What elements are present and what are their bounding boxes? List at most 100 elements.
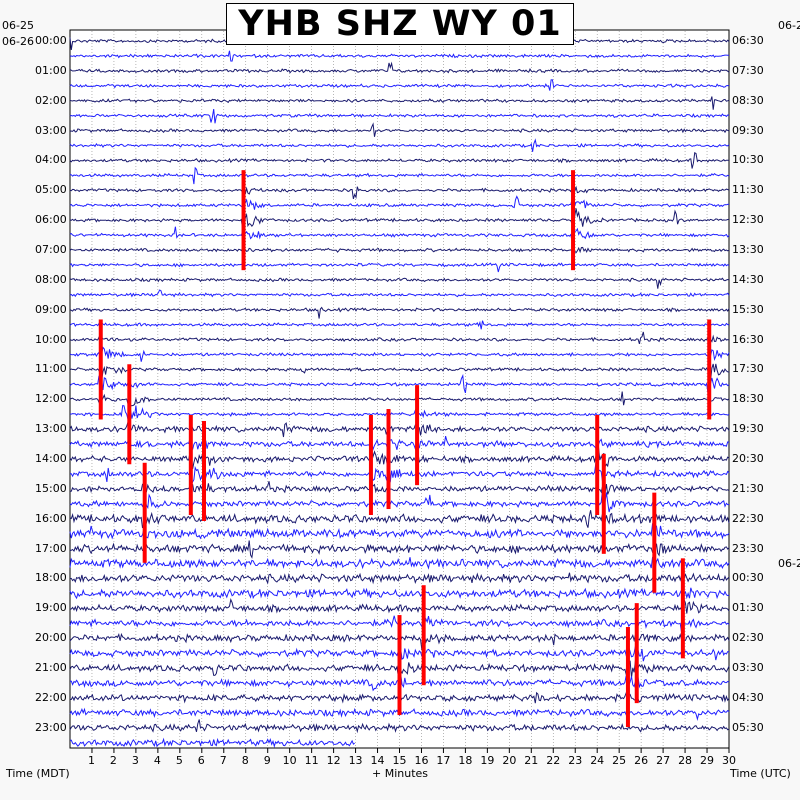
trace-line [70, 481, 730, 495]
left-date-main: 06-26 [2, 35, 34, 48]
event-marker [625, 627, 630, 728]
x-tick-label: 18 [458, 754, 473, 767]
x-tick-label: 11 [304, 754, 319, 767]
event-marker [415, 385, 420, 486]
left-hour-label: 15:00 [35, 481, 67, 495]
trace-line [69, 289, 730, 298]
right-hour-label: 05:30 [732, 720, 764, 734]
left-hour-label: 05:00 [35, 183, 67, 197]
trace-line [69, 597, 730, 614]
trace-line [69, 50, 730, 62]
x-tick-label: 17 [436, 754, 451, 767]
x-tick-label: 23 [568, 754, 583, 767]
trace-line [69, 346, 730, 362]
right-hour-label: 04:30 [732, 690, 764, 704]
trace-line [69, 262, 730, 273]
left-hour-label: 04:00 [35, 153, 67, 167]
right-hour-label: 23:30 [732, 541, 764, 555]
x-tick-label: 5 [175, 754, 183, 767]
event-marker [680, 558, 685, 659]
event-marker [634, 603, 639, 704]
event-marker [188, 415, 193, 516]
right-hour-label: 16:30 [732, 332, 764, 346]
trace-line [69, 489, 729, 513]
left-hour-label: 17:00 [35, 541, 67, 555]
left-hour-label: 22:00 [35, 690, 67, 704]
trace-line [69, 246, 730, 254]
event-marker [601, 453, 606, 554]
right-hour-label: 00:30 [732, 571, 764, 585]
right-hour-label: 21:30 [732, 481, 764, 495]
event-marker [397, 615, 402, 716]
trace-line [69, 523, 730, 540]
x-tick-label: 13 [348, 754, 363, 767]
x-tick-label: 4 [153, 754, 161, 767]
left-hour-label: 19:00 [35, 601, 67, 615]
trace-line [69, 122, 730, 137]
event-marker [595, 415, 600, 516]
trace-line [69, 96, 730, 110]
trace-line [69, 166, 730, 185]
right-hour-label: 20:30 [732, 452, 764, 466]
x-tick-label: 3 [131, 754, 139, 767]
trace-line [69, 540, 730, 559]
x-tick-label: 26 [634, 754, 649, 767]
x-tick-label: 21 [524, 754, 539, 767]
x-ticks [91, 748, 730, 753]
trace-line [69, 208, 730, 234]
left-hour-label: 00:00 [35, 34, 67, 47]
event-marker [386, 409, 391, 510]
trace-line [69, 435, 730, 451]
trace-line [69, 320, 730, 330]
right-hour-label: 03:30 [732, 661, 764, 675]
right-date-mid: 06-2 [778, 557, 800, 570]
left-hour-label: 20:00 [35, 631, 67, 645]
x-tick-label: 8 [241, 754, 249, 767]
right-hour-label: 02:30 [732, 631, 764, 645]
left-hour-label: 09:00 [35, 302, 67, 316]
left-hour-label: 11:00 [35, 362, 67, 376]
x-tick-label: 15 [392, 754, 407, 767]
left-hour-label: 21:00 [35, 661, 67, 675]
trace-line [69, 446, 730, 470]
x-tick-label: 10 [282, 754, 297, 767]
x-tick-label: 1 [87, 754, 95, 767]
trace-line [69, 737, 356, 748]
left-hour-label: 12:00 [35, 392, 67, 406]
trace-line [69, 306, 730, 319]
seismic-traces [69, 37, 730, 748]
x-tick-label: 14 [370, 754, 385, 767]
event-marker [368, 415, 373, 516]
trace-line [69, 510, 730, 529]
left-hour-label: 14:00 [35, 452, 67, 466]
event-marker [127, 364, 132, 465]
right-hour-label: 11:30 [732, 183, 764, 197]
trace-line [69, 587, 730, 600]
right-hour-label: 12:30 [732, 213, 764, 227]
left-hour-label: 02:00 [35, 93, 67, 107]
right-hour-label: 14:30 [732, 272, 764, 286]
left-hour-label: 23:00 [35, 720, 67, 734]
right-hour-label: 22:30 [732, 511, 764, 525]
right-hour-label: 15:30 [732, 302, 764, 316]
event-marker [421, 585, 426, 686]
right-hour-label: 01:30 [732, 601, 764, 615]
x-tick-label: 16 [414, 754, 429, 767]
event-marker [571, 170, 576, 271]
left-axis-label: Time (MDT) [6, 767, 70, 780]
right-hour-label: 13:30 [732, 243, 764, 257]
right-hour-label: 09:30 [732, 123, 764, 137]
event-marker [98, 319, 103, 420]
trace-line [69, 391, 730, 407]
left-hour-label: 08:00 [35, 272, 67, 286]
right-hour-label: 08:30 [732, 93, 764, 107]
trace-line [69, 152, 730, 169]
left-hour-label: 16:00 [35, 511, 67, 525]
trace-line [69, 572, 730, 585]
x-tick-label: 29 [700, 754, 715, 767]
trace-line [69, 138, 730, 152]
trace-line [69, 331, 730, 345]
event-marker [241, 170, 246, 271]
right-hour-label: 10:30 [732, 153, 764, 167]
